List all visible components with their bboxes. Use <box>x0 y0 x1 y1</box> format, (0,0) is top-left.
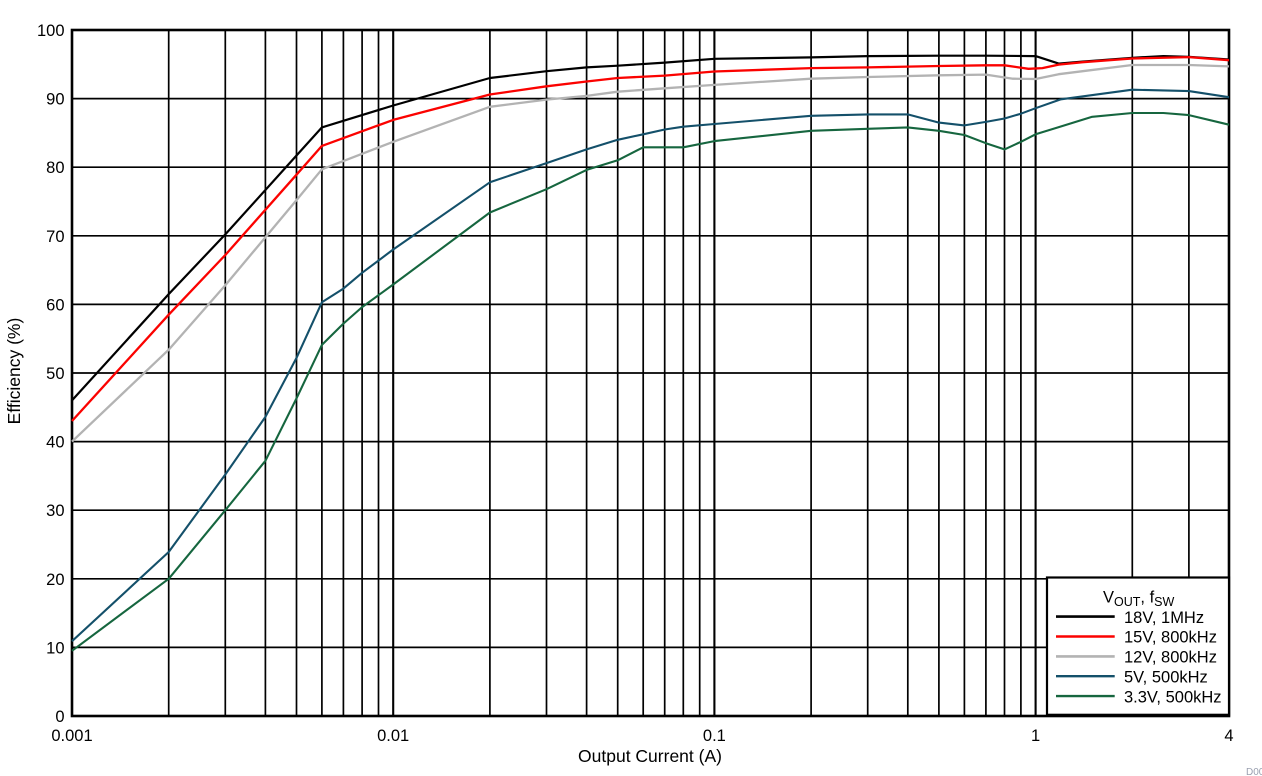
svg-text:30: 30 <box>46 502 64 520</box>
svg-text:D001: D001 <box>1246 767 1262 776</box>
svg-text:50: 50 <box>46 365 64 383</box>
svg-text:5V, 500kHz: 5V, 500kHz <box>1124 668 1208 686</box>
svg-text:100: 100 <box>37 22 65 40</box>
svg-text:3.3V, 500kHz: 3.3V, 500kHz <box>1124 688 1222 706</box>
svg-text:60: 60 <box>46 296 64 314</box>
svg-text:80: 80 <box>46 159 64 177</box>
svg-text:90: 90 <box>46 91 64 109</box>
svg-text:70: 70 <box>46 228 64 246</box>
svg-text:4: 4 <box>1224 727 1233 745</box>
svg-text:0.001: 0.001 <box>51 727 92 745</box>
svg-text:0: 0 <box>55 708 64 726</box>
svg-text:18V, 1MHz: 18V, 1MHz <box>1124 609 1204 627</box>
svg-text:1: 1 <box>1031 727 1040 745</box>
svg-text:12V, 800kHz: 12V, 800kHz <box>1124 649 1217 667</box>
svg-text:Output Current (A): Output Current (A) <box>578 746 722 766</box>
svg-text:10: 10 <box>46 639 64 657</box>
svg-text:20: 20 <box>46 571 64 589</box>
svg-text:0.1: 0.1 <box>703 727 726 745</box>
svg-text:Efficiency (%): Efficiency (%) <box>4 318 24 425</box>
svg-text:0.01: 0.01 <box>377 727 409 745</box>
svg-text:15V, 800kHz: 15V, 800kHz <box>1124 629 1217 647</box>
svg-text:40: 40 <box>46 434 64 452</box>
